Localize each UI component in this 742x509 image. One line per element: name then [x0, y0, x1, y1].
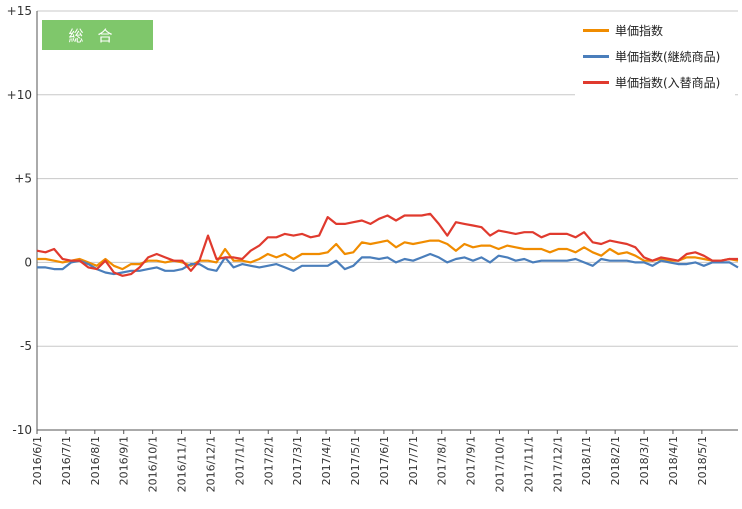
chart-title: 総合 — [68, 26, 127, 45]
y-tick-label: +15 — [7, 4, 32, 18]
legend-swatch-orange — [583, 28, 609, 32]
chart-title-badge: 総合 — [42, 20, 153, 50]
legend-label: 単価指数(入替商品) — [615, 75, 721, 90]
x-tick-label: 2016/8/1 — [89, 436, 102, 485]
y-tick-label: +5 — [14, 172, 32, 186]
x-tick-label: 2017/2/1 — [262, 436, 275, 485]
series-line — [37, 252, 739, 276]
legend-item-replaced-products: 単価指数(入替商品) — [583, 72, 720, 92]
x-tick-label: 2017/9/1 — [465, 436, 478, 485]
series-line — [36, 212, 738, 277]
series-line — [37, 239, 739, 271]
x-tick-label: 2017/5/1 — [349, 436, 362, 485]
x-tick-label: 2017/12/1 — [551, 436, 564, 492]
x-tick-label: 2018/3/1 — [638, 436, 651, 485]
x-tick-label: 2017/6/1 — [378, 436, 391, 485]
x-tick-label: 2017/3/1 — [291, 436, 304, 485]
x-tick-label: 2018/4/1 — [667, 436, 680, 485]
legend-swatch-red — [583, 80, 609, 84]
legend-item-unit-price-index: 単価指数 — [583, 20, 663, 40]
y-tick-label: +10 — [7, 88, 32, 102]
y-tick-label: 0 — [24, 255, 32, 269]
x-tick-label: 2017/4/1 — [320, 436, 333, 485]
legend-label: 単価指数(継続商品) — [615, 49, 721, 64]
x-tick-label: 2017/11/1 — [522, 436, 535, 492]
x-tick-label: 2017/8/1 — [436, 436, 449, 485]
x-tick-label: 2016/12/1 — [204, 436, 217, 492]
x-tick-label: 2018/1/1 — [580, 436, 593, 485]
legend-swatch-blue — [583, 54, 609, 58]
x-tick-label: 2016/10/1 — [147, 436, 160, 492]
legend: 単価指数 単価指数(継続商品) 単価指数(入替商品) — [575, 16, 735, 96]
y-tick-label: -10 — [12, 423, 32, 437]
x-tick-label: 2017/10/1 — [494, 436, 507, 492]
x-tick-label: 2016/9/1 — [118, 436, 131, 485]
x-tick-label: 2016/11/1 — [176, 436, 189, 492]
y-tick-label: -5 — [20, 339, 32, 353]
x-tick-label: 2016/6/1 — [31, 436, 44, 485]
x-tick-label: 2017/7/1 — [407, 436, 420, 485]
x-tick-label: 2017/1/1 — [233, 436, 246, 485]
legend-label: 単価指数 — [615, 23, 664, 38]
legend-item-continuing-products: 単価指数(継続商品) — [583, 46, 720, 66]
x-tick-label: 2016/7/1 — [60, 436, 73, 485]
x-tick-label: 2018/2/1 — [609, 436, 622, 485]
x-tick-label: 2018/5/1 — [696, 436, 709, 485]
